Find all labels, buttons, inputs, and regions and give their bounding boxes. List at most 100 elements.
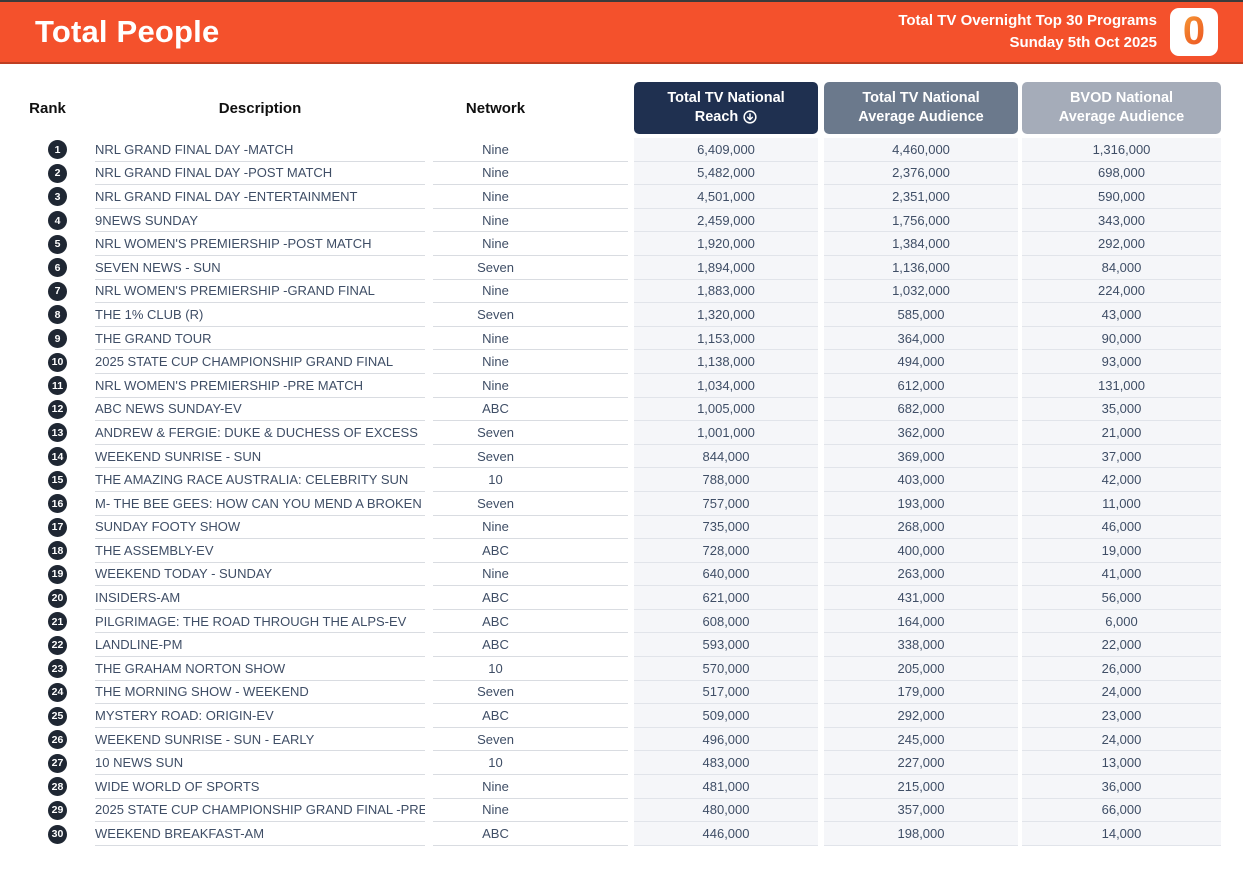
rank-cell: 8: [0, 303, 95, 327]
rank-cell: 17: [0, 516, 95, 540]
total-tv-average-audience-cell: 198,000: [824, 822, 1018, 846]
bvod-average-audience-cell: 590,000: [1022, 185, 1221, 209]
circle-down-arrow-icon[interactable]: [743, 110, 757, 125]
network-cell: Nine: [433, 209, 628, 233]
column-header-total-tv-reach[interactable]: Total TV National Reach: [634, 82, 818, 134]
total-tv-average-audience-cell: 2,376,000: [824, 161, 1018, 186]
bvod-average-audience-cell: 292,000: [1022, 232, 1221, 256]
total-tv-average-audience-cell: 585,000: [824, 303, 1018, 327]
network-cell: Nine: [433, 775, 628, 799]
reach-header-line2: Reach: [694, 109, 739, 125]
total-tv-reach-cell: 1,138,000: [634, 350, 818, 374]
description-cell: THE AMAZING RACE AUSTRALIA: CELEBRITY SU…: [95, 468, 425, 492]
column-header-network: Network: [465, 99, 526, 117]
bvod-average-audience-cell: 84,000: [1022, 255, 1221, 280]
column-header-bvod-average-audience[interactable]: BVOD National Average Audience: [1022, 82, 1221, 134]
rank-badge: 9: [48, 329, 67, 349]
page-title: Total People: [35, 14, 220, 49]
total-tv-reach-cell: 481,000: [634, 775, 818, 799]
rank-badge: 7: [48, 281, 67, 301]
bvod-header-line1: BVOD National: [1069, 90, 1174, 107]
table-row: 6 SEVEN NEWS - SUN Seven 1,894,000 1,136…: [0, 255, 1221, 280]
rank-cell: 13: [0, 421, 95, 445]
rank-cell: 5: [0, 232, 95, 256]
table-row: 1 NRL GRAND FINAL DAY -MATCH Nine 6,409,…: [0, 138, 1221, 162]
top30-table: Rank Description Network Total TV Nation…: [0, 64, 1243, 846]
rank-badge: 16: [48, 494, 67, 514]
total-tv-reach-cell: 735,000: [634, 515, 818, 540]
network-cell: Nine: [433, 799, 628, 823]
reach-header-line1: Total TV National: [667, 90, 785, 107]
rank-badge: 24: [48, 682, 67, 702]
total-tv-average-audience-cell: 362,000: [824, 421, 1018, 445]
bvod-average-audience-cell: 22,000: [1022, 633, 1221, 658]
rank-cell: 26: [0, 728, 95, 752]
table-row: 27 10 NEWS SUN 10 483,000 227,000 13,000: [0, 751, 1221, 776]
network-cell: ABC: [433, 633, 628, 658]
bvod-average-audience-cell: 90,000: [1022, 326, 1221, 351]
description-cell: NRL GRAND FINAL DAY -MATCH: [95, 138, 425, 162]
bvod-average-audience-cell: 14,000: [1022, 822, 1221, 846]
total-tv-reach-cell: 1,894,000: [634, 255, 818, 280]
total-tv-reach-cell: 1,001,000: [634, 421, 818, 445]
top-header-bar: Total People Total TV Overnight Top 30 P…: [0, 2, 1243, 64]
description-cell: 2025 STATE CUP CHAMPIONSHIP GRAND FINAL: [95, 350, 425, 374]
rank-cell: 16: [0, 492, 95, 516]
report-meta: Total TV Overnight Top 30 Programs Sunda…: [898, 10, 1157, 54]
network-cell: 10: [433, 657, 628, 681]
rank-cell: 22: [0, 633, 95, 657]
rank-badge: 6: [48, 258, 67, 278]
table-row: 11 NRL WOMEN'S PREMIERSHIP -PRE MATCH Ni…: [0, 373, 1221, 398]
total-tv-average-audience-cell: 1,032,000: [824, 279, 1018, 304]
network-cell: Nine: [433, 327, 628, 351]
rank-cell: 23: [0, 657, 95, 681]
rank-badge: 29: [48, 800, 67, 820]
rank-cell: 3: [0, 185, 95, 209]
network-cell: Seven: [433, 421, 628, 445]
total-tv-reach-cell: 509,000: [634, 704, 818, 728]
description-cell: SEVEN NEWS - SUN: [95, 256, 425, 280]
bvod-average-audience-cell: 6,000: [1022, 609, 1221, 634]
rank-cell: 21: [0, 610, 95, 634]
total-tv-average-audience-cell: 494,000: [824, 350, 1018, 374]
network-cell: Nine: [433, 185, 628, 209]
total-tv-reach-cell: 570,000: [634, 657, 818, 681]
bvod-average-audience-cell: 131,000: [1022, 373, 1221, 398]
rank-cell: 28: [0, 775, 95, 799]
bvod-average-audience-cell: 41,000: [1022, 562, 1221, 587]
table-row: 21 PILGRIMAGE: THE ROAD THROUGH THE ALPS…: [0, 609, 1221, 634]
table-row: 28 WIDE WORLD OF SPORTS Nine 481,000 215…: [0, 775, 1221, 799]
total-tv-reach-cell: 496,000: [634, 727, 818, 752]
total-tv-average-audience-cell: 400,000: [824, 539, 1018, 563]
network-cell: ABC: [433, 398, 628, 422]
rank-badge: 18: [48, 541, 67, 561]
description-cell: THE MORNING SHOW - WEEKEND: [95, 681, 425, 705]
total-tv-reach-cell: 788,000: [634, 468, 818, 492]
table-body: 1 NRL GRAND FINAL DAY -MATCH Nine 6,409,…: [0, 138, 1221, 846]
table-row: 14 WEEKEND SUNRISE - SUN Seven 844,000 3…: [0, 444, 1221, 469]
rank-cell: 14: [0, 445, 95, 469]
rank-badge: 14: [48, 447, 67, 467]
total-tv-reach-cell: 480,000: [634, 798, 818, 823]
rank-cell: 9: [0, 327, 95, 351]
bvod-average-audience-cell: 42,000: [1022, 468, 1221, 492]
network-cell: Nine: [433, 350, 628, 374]
total-tv-average-audience-cell: 2,351,000: [824, 185, 1018, 209]
table-row: 30 WEEKEND BREAKFAST-AM ABC 446,000 198,…: [0, 822, 1221, 846]
rank-badge: 15: [48, 470, 67, 490]
description-cell: NRL WOMEN'S PREMIERSHIP -POST MATCH: [95, 232, 425, 256]
rank-cell: 6: [0, 256, 95, 280]
total-tv-average-audience-cell: 245,000: [824, 727, 1018, 752]
table-row: 25 MYSTERY ROAD: ORIGIN-EV ABC 509,000 2…: [0, 704, 1221, 728]
table-row: 18 THE ASSEMBLY-EV ABC 728,000 400,000 1…: [0, 539, 1221, 563]
column-header-total-tv-average-audience[interactable]: Total TV National Average Audience: [824, 82, 1018, 134]
bvod-average-audience-cell: 24,000: [1022, 680, 1221, 705]
table-row: 8 THE 1% CLUB (R) Seven 1,320,000 585,00…: [0, 303, 1221, 327]
total-tv-reach-cell: 483,000: [634, 751, 818, 776]
description-cell: NRL WOMEN'S PREMIERSHIP -PRE MATCH: [95, 374, 425, 398]
rank-cell: 18: [0, 539, 95, 563]
description-cell: THE ASSEMBLY-EV: [95, 539, 425, 563]
rank-badge: 11: [48, 376, 67, 396]
total-tv-average-audience-cell: 205,000: [824, 657, 1018, 681]
table-row: 17 SUNDAY FOOTY SHOW Nine 735,000 268,00…: [0, 515, 1221, 540]
